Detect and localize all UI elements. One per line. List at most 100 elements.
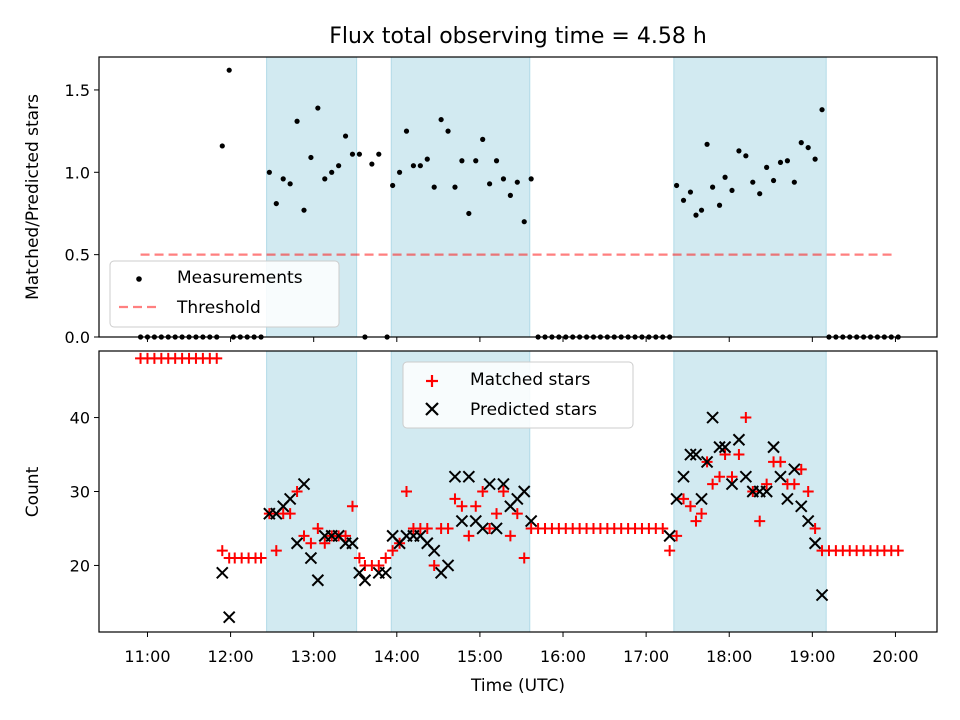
predicted-star-point xyxy=(353,566,366,580)
measurement-point xyxy=(390,182,396,189)
measurement-point xyxy=(410,163,417,169)
predicted-star-point xyxy=(311,574,325,587)
matched-star-point xyxy=(504,530,516,542)
matched-star-point xyxy=(319,537,331,549)
measurement-point xyxy=(680,197,687,203)
matched-legend-marker xyxy=(426,375,438,387)
measurement-point xyxy=(287,181,293,187)
predicted-star-point xyxy=(379,566,392,580)
matched-star-point xyxy=(497,486,509,497)
matched-star-point xyxy=(714,471,726,483)
measurement-point xyxy=(812,156,818,162)
measurement-point xyxy=(493,158,500,164)
ratio-legend-box xyxy=(109,260,340,328)
predicted-star-point xyxy=(346,537,359,550)
predicted-star-point xyxy=(670,492,683,506)
measurement-point xyxy=(777,159,784,166)
predicted-star-point xyxy=(490,522,503,535)
predicted-star-point xyxy=(706,411,719,424)
measurement-point xyxy=(716,202,723,208)
ratio-legend: Measurements Threshold xyxy=(109,260,340,328)
matched-star-point xyxy=(211,352,223,364)
measurement-point xyxy=(266,169,272,175)
matched-star-point xyxy=(312,522,324,534)
matched-star-point xyxy=(740,412,752,424)
matched-star-point xyxy=(442,522,454,534)
measurement-point xyxy=(329,169,335,175)
measurement-point xyxy=(466,210,472,217)
predicted-star-point xyxy=(222,611,236,624)
matched-legend-label: Matched stars xyxy=(470,370,590,390)
matched-star-point xyxy=(671,530,683,542)
matched-star-point xyxy=(684,500,696,512)
predicted-star-point xyxy=(283,492,297,506)
measurement-point xyxy=(308,154,314,161)
measurement-point xyxy=(226,67,232,73)
measurement-point xyxy=(507,192,513,198)
matched-star-point xyxy=(421,522,433,534)
measurement-point xyxy=(424,156,430,162)
x-tick-label: 15:00 xyxy=(457,647,503,666)
x-tick-label: 18:00 xyxy=(706,647,752,666)
count-y-axis: 20 30 40 xyxy=(70,409,99,575)
measurement-point xyxy=(784,158,791,164)
x-tick-label: 16:00 xyxy=(540,647,586,666)
matched-star-point xyxy=(802,486,814,497)
measurement-point xyxy=(673,182,680,189)
measurement-point xyxy=(294,118,300,124)
matched-star-point xyxy=(690,515,702,527)
measurement-point xyxy=(687,189,694,195)
matched-star-point xyxy=(484,522,496,534)
measurement-point xyxy=(764,164,770,170)
measurement-point xyxy=(757,191,763,197)
matched-star-point xyxy=(657,522,669,534)
measurement-point xyxy=(315,105,321,111)
predicted-star-point xyxy=(767,440,780,454)
x-tick-label: 13:00 xyxy=(291,647,337,666)
measurement-point xyxy=(280,176,286,182)
observing-interval-band xyxy=(266,350,358,633)
predicted-star-point xyxy=(358,574,372,587)
measurement-point xyxy=(698,207,705,213)
measurement-point xyxy=(349,151,356,157)
matched-star-point xyxy=(380,552,392,564)
predicted-star-point xyxy=(739,470,753,483)
matched-star-point xyxy=(291,486,303,497)
predicted-star-point xyxy=(483,477,496,491)
x-tick-label: 11:00 xyxy=(124,647,170,666)
measurement-point xyxy=(710,184,716,190)
matched-star-point xyxy=(270,545,282,557)
measurement-point xyxy=(396,169,403,175)
matched-star-point xyxy=(216,545,228,557)
observing-intervals-top xyxy=(266,56,827,338)
measurements-legend-marker xyxy=(136,276,142,282)
measurement-point xyxy=(459,158,465,164)
predicted-star-point xyxy=(448,470,462,483)
y-tick-label: 30 xyxy=(70,483,90,502)
predicted-legend-label: Predicted stars xyxy=(470,400,597,420)
predicted-star-point xyxy=(689,448,703,461)
predicted-stars-points xyxy=(216,411,829,624)
ratio-x-ticks xyxy=(146,337,896,342)
matched-star-point xyxy=(707,478,719,490)
measurement-point xyxy=(438,116,444,123)
measurement-point xyxy=(431,184,437,190)
measurement-point xyxy=(693,212,699,218)
measurement-point xyxy=(376,151,382,157)
predicted-star-point xyxy=(760,485,773,498)
ratio-y-axis: 0.0 0.5 1.0 1.5 xyxy=(65,81,99,347)
measurement-point xyxy=(528,176,534,182)
matched-star-point xyxy=(892,545,904,557)
measurement-point xyxy=(514,179,520,185)
predicted-legend-marker xyxy=(425,402,439,416)
count-y-axis-label: Count xyxy=(23,466,43,517)
matched-star-point xyxy=(795,463,807,475)
measurement-point xyxy=(770,177,777,184)
measurement-point xyxy=(521,219,527,225)
predicted-star-point xyxy=(441,559,455,572)
matched-star-point xyxy=(696,508,708,520)
measurement-point xyxy=(743,153,749,159)
measurement-point xyxy=(342,133,349,139)
y-tick-label: 40 xyxy=(70,409,90,428)
